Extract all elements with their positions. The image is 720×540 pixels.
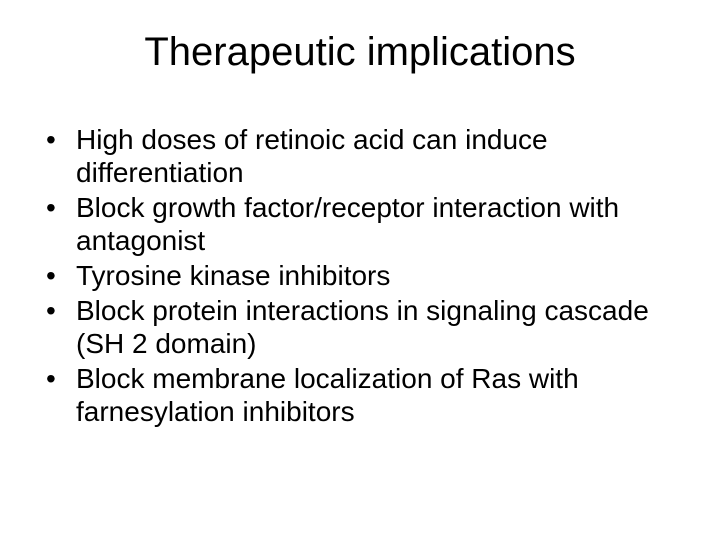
list-item: Block growth factor/receptor interaction… — [42, 191, 690, 257]
slide-title: Therapeutic implications — [30, 30, 690, 75]
list-item: High doses of retinoic acid can induce d… — [42, 123, 690, 189]
bullet-list: High doses of retinoic acid can induce d… — [30, 123, 690, 428]
list-item: Block membrane localization of Ras with … — [42, 362, 690, 428]
list-item: Tyrosine kinase inhibitors — [42, 259, 690, 292]
slide-container: Therapeutic implications High doses of r… — [0, 0, 720, 540]
list-item: Block protein interactions in signaling … — [42, 294, 690, 360]
